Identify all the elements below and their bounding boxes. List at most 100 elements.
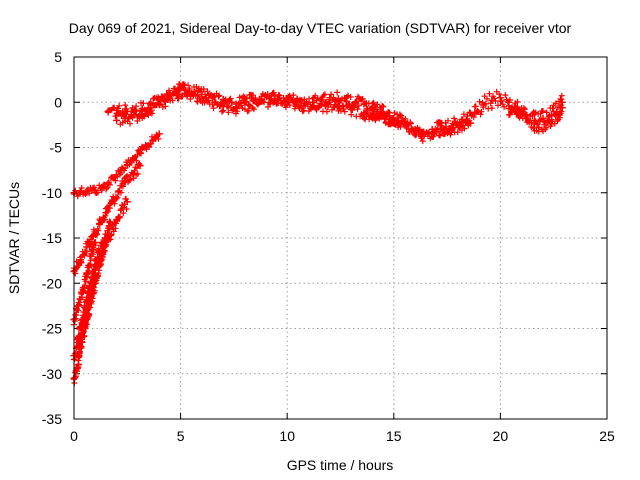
data-point [138, 107, 146, 115]
data-point [87, 297, 95, 305]
data-point [104, 180, 112, 188]
data-point [558, 104, 566, 112]
data-point [113, 216, 121, 224]
data-point [130, 155, 138, 163]
data-point [245, 101, 253, 109]
data-point [347, 105, 355, 113]
data-point [76, 256, 84, 264]
data-point [91, 279, 99, 287]
x-tick-label: 15 [386, 428, 402, 444]
data-point [155, 100, 163, 108]
series-morning-climb-b [113, 81, 240, 128]
data-point [121, 115, 129, 123]
x-axis-label: GPS time / hours [287, 457, 394, 473]
data-point [164, 96, 172, 104]
y-tick-label: -30 [42, 366, 62, 382]
y-tick-label: -25 [42, 321, 62, 337]
data-point [104, 107, 112, 115]
data-point [74, 302, 82, 310]
data-point [437, 125, 445, 133]
x-tick-label: 5 [177, 428, 185, 444]
data-point [488, 96, 496, 104]
data-point [147, 104, 155, 112]
series-low-elevation-rise-1 [70, 130, 163, 200]
data-point [360, 100, 368, 108]
data-point [513, 110, 521, 118]
y-tick-label: -20 [42, 275, 62, 291]
data-point [121, 107, 129, 115]
y-tick-label: 5 [54, 49, 62, 65]
data-point [322, 102, 330, 110]
series-markers [505, 104, 565, 135]
data-point [83, 187, 91, 195]
x-tick-label: 10 [279, 428, 295, 444]
data-point [219, 103, 227, 111]
data-point [123, 161, 131, 169]
series-late-segment-c [505, 104, 566, 135]
data-point [185, 87, 193, 95]
data-point [130, 111, 138, 119]
data-point [334, 95, 342, 103]
series-low-elevation-rise-5 [74, 218, 114, 351]
data-point [149, 136, 157, 144]
data-point [386, 115, 394, 123]
data-point [106, 219, 114, 227]
data-point [100, 243, 108, 251]
data-point [505, 98, 513, 106]
y-tick-label: 0 [54, 94, 62, 110]
data-point [377, 113, 385, 121]
data-point [87, 252, 95, 260]
data-point [91, 186, 99, 194]
chart-title: Day 069 of 2021, Sidereal Day-to-day VTE… [69, 20, 572, 36]
data-point [113, 116, 121, 124]
data-point [142, 143, 150, 151]
data-point [111, 173, 119, 181]
data-point [79, 329, 87, 337]
data-point [535, 124, 543, 132]
data-point [368, 111, 376, 119]
data-point [136, 149, 144, 157]
data-point [283, 98, 291, 106]
data-point [522, 115, 530, 123]
series-markers [71, 131, 162, 200]
data-point [83, 315, 91, 323]
data-point [309, 103, 317, 111]
data-point [115, 188, 123, 196]
series-markers [75, 218, 113, 350]
data-point [471, 109, 479, 117]
data-point [136, 162, 144, 170]
y-axis-label: SDTVAR / TECUs [6, 182, 22, 294]
x-tick-label: 0 [70, 428, 78, 444]
data-point [130, 170, 138, 178]
data-point [360, 110, 368, 118]
plot-frame [73, 56, 608, 420]
data-point [198, 93, 206, 101]
data-point [270, 96, 278, 104]
data-point [123, 198, 131, 206]
data-point [496, 94, 504, 102]
x-tick-label: 25 [599, 428, 615, 444]
data-point [424, 130, 432, 138]
data-point [462, 116, 470, 124]
data-point [155, 130, 163, 138]
data-point [334, 103, 342, 111]
data-point [98, 184, 106, 192]
series-markers [113, 81, 238, 128]
data-point [96, 261, 104, 269]
data-point [296, 102, 304, 110]
data-point [232, 104, 240, 112]
data-point [76, 187, 84, 195]
data-point [194, 91, 202, 99]
data-point [172, 91, 180, 99]
data-point [394, 119, 402, 127]
data-point [479, 101, 487, 109]
data-point [411, 127, 419, 135]
data-point [258, 97, 266, 105]
y-tick-label: -15 [42, 230, 62, 246]
data-point [89, 232, 97, 240]
x-tick-label: 20 [493, 428, 509, 444]
data-point [96, 220, 104, 228]
y-tick-label: -5 [50, 140, 63, 156]
data-point [102, 209, 110, 217]
